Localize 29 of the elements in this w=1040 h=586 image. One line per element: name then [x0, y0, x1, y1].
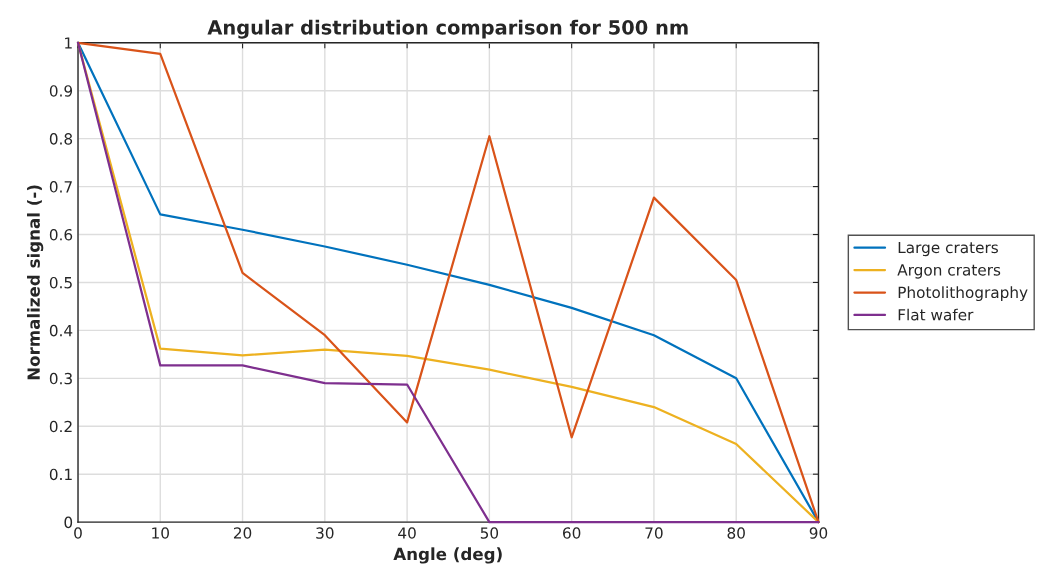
chart-title: Angular distribution comparison for 500 nm [207, 19, 688, 39]
x-tick-label: 20 [233, 527, 252, 539]
y-tick-label: 0.2 [49, 420, 72, 433]
x-tick-label: 40 [398, 527, 416, 539]
x-tick-label: 80 [727, 527, 745, 539]
y-tick-label: 1 [65, 37, 72, 49]
y-tick-label: 0.9 [49, 85, 73, 97]
y-tick-label: 0.7 [49, 181, 72, 193]
x-tick-label: 90 [809, 527, 828, 539]
x-tick-label: 10 [152, 527, 169, 539]
legend-label: Argon craters [897, 264, 1001, 279]
legend-label: Large craters [898, 241, 998, 257]
x-tick-label: 0 [74, 527, 82, 539]
x-tick-label: 50 [480, 527, 499, 539]
y-axis-title: Normalized signal (-) [27, 185, 44, 380]
line-series [76, 41, 820, 524]
x-tick-label: 30 [316, 527, 334, 539]
legend-label: Flat wafer [898, 308, 974, 321]
legend-label: Photolithography [898, 286, 1028, 302]
y-tick-label: 0.4 [49, 324, 73, 337]
y-tick-label: 0.8 [49, 133, 73, 145]
y-tick-label: 0.6 [49, 228, 73, 241]
y-tick-label: 0.5 [49, 276, 72, 289]
y-tick-label: 0 [64, 516, 73, 529]
x-tick-label: 70 [645, 527, 663, 539]
y-tick-label: 0.1 [49, 468, 72, 481]
x-tick-label: 60 [563, 527, 581, 539]
x-axis-title: Angle (deg) [393, 547, 502, 564]
y-tick-label: 0.3 [49, 372, 72, 385]
